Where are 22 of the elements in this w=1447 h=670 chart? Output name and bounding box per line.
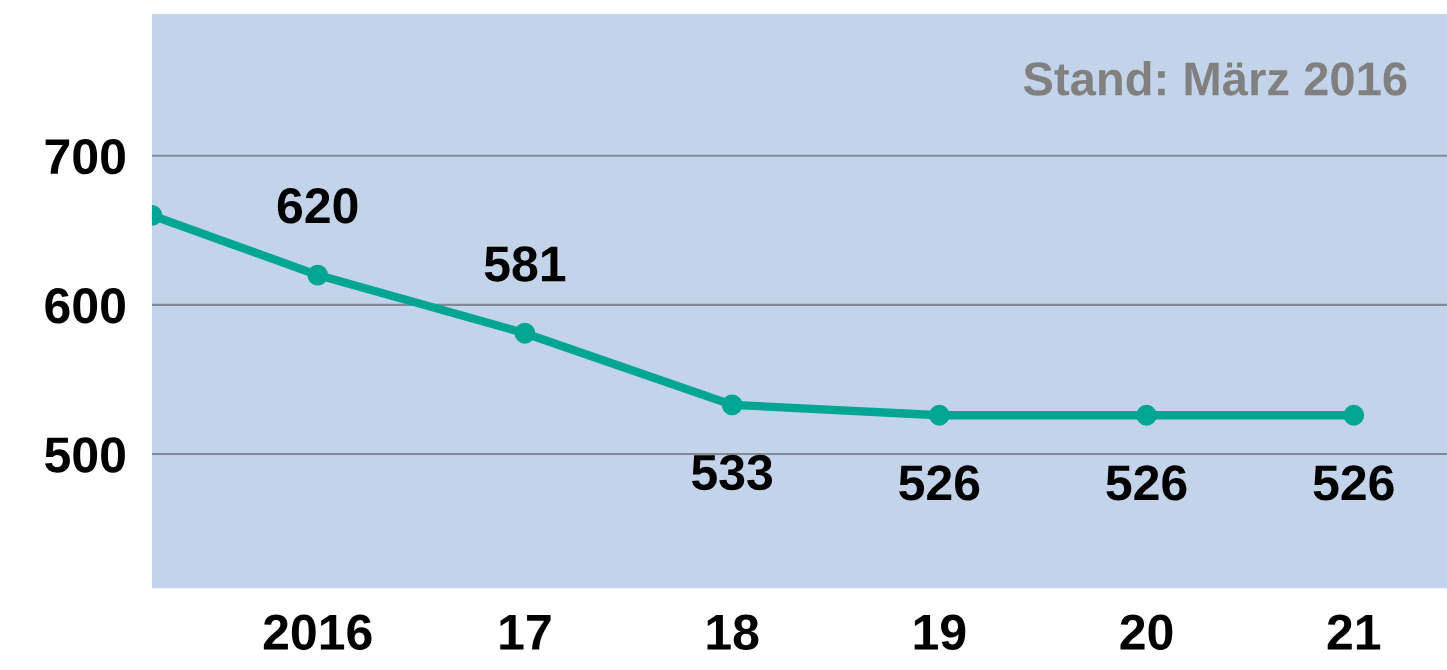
data-label: 533 (691, 454, 773, 491)
annotation: Stand: März 2016 (1023, 60, 1407, 96)
x-tick-label: 17 (500, 615, 551, 650)
point (307, 264, 329, 286)
data-label: 620 (277, 188, 358, 224)
point (721, 394, 743, 416)
data-label: 526 (899, 465, 980, 501)
point (928, 404, 950, 426)
point (514, 322, 536, 344)
x-tick-label: 21 (1327, 614, 1381, 650)
data-label: 526 (1313, 465, 1394, 501)
y-tick-label: 600 (45, 288, 125, 324)
data-label: 526 (1106, 465, 1187, 501)
point (1343, 404, 1365, 426)
x-tick-label: 19 (914, 614, 966, 650)
y-tick-label: 500 (45, 437, 125, 473)
x-tick-label: 20 (1120, 614, 1173, 650)
point (1136, 404, 1157, 426)
data-label: 581 (484, 246, 566, 282)
y-tick-label: 700 (45, 138, 125, 175)
x-tick-label: 2016 (263, 614, 372, 650)
x-tick-label: 18 (707, 614, 759, 650)
